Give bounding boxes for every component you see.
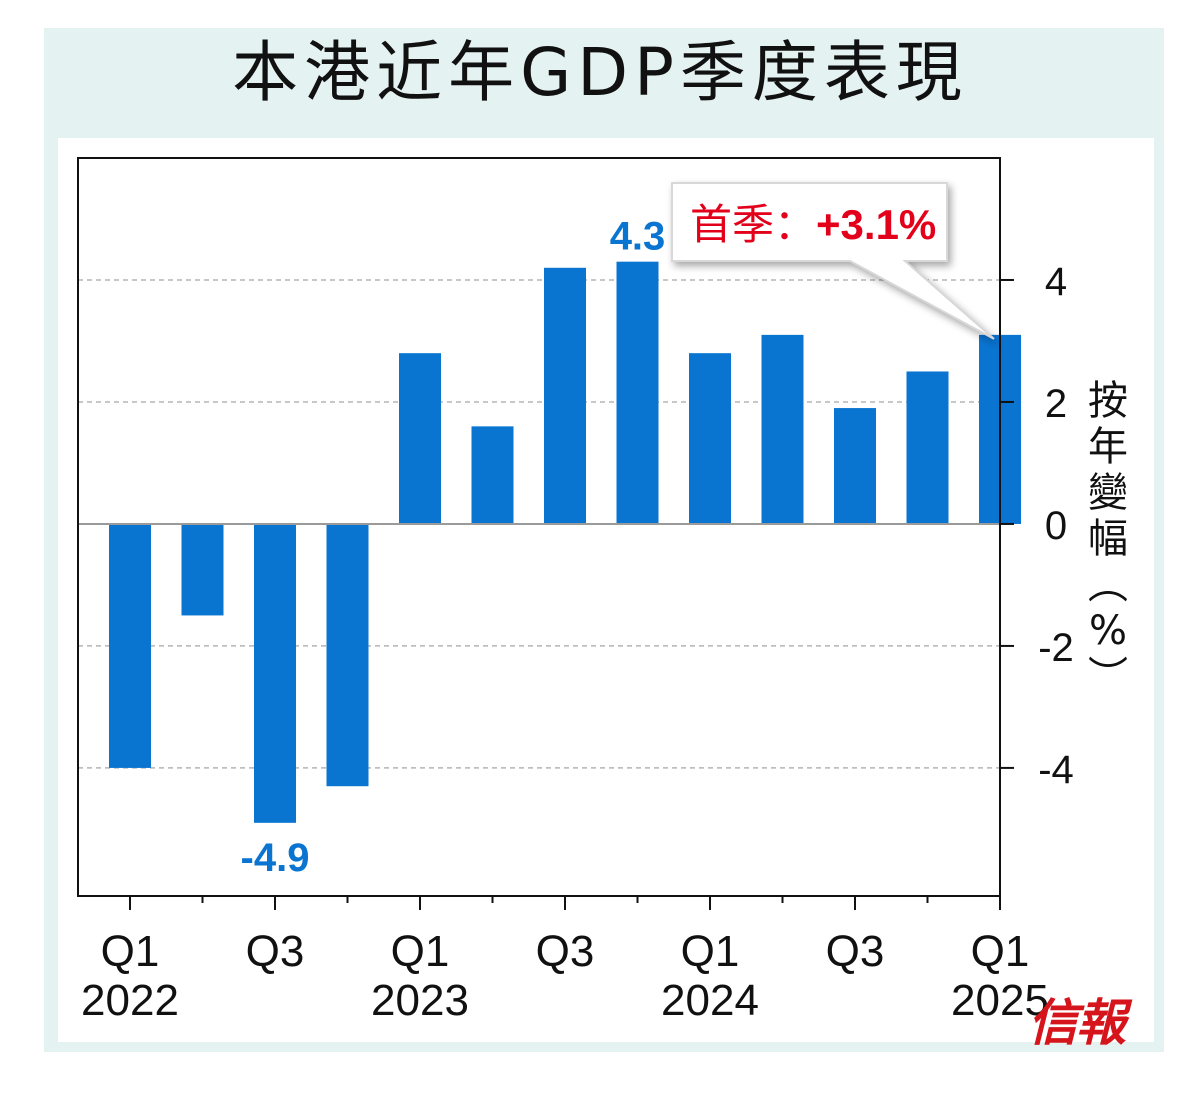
- x-tick-quarter: Q1: [971, 927, 1030, 976]
- callout-box: [671, 182, 995, 340]
- callout-value: +3.1%: [816, 201, 936, 248]
- x-tick-year: 2024: [661, 976, 759, 1025]
- x-tick-year: 2023: [371, 976, 469, 1025]
- y-axis-title-char: ︶: [1088, 654, 1128, 700]
- bar: [254, 523, 296, 823]
- x-tick-year: 2025: [951, 976, 1049, 1025]
- plot-border: [77, 157, 1001, 897]
- bar: [181, 523, 224, 616]
- y-tick-label: -2: [1038, 626, 1074, 670]
- bar: [544, 267, 586, 524]
- hkej-logo: 信報: [1028, 993, 1126, 1052]
- x-tick-quarter: Q1: [391, 927, 450, 976]
- y-tick-label: 0: [1045, 504, 1067, 548]
- callout-text: 首季：+3.1%: [690, 201, 936, 248]
- y-axis-title-char: ︵: [1088, 562, 1128, 608]
- x-tick-quarter: Q3: [826, 927, 885, 976]
- data-label: -4.9: [241, 836, 310, 880]
- bar: [399, 353, 441, 524]
- chart-title: 本港近年GDP季度表現: [232, 34, 968, 111]
- y-axis-title: 按年變幅 ︵% ︶: [1080, 378, 1136, 700]
- bar: [326, 523, 369, 787]
- x-tick-quarter: Q3: [536, 927, 595, 976]
- y-tick-label: 2: [1045, 382, 1067, 426]
- bar: [109, 523, 151, 768]
- x-tick-year: 2022: [81, 976, 179, 1025]
- x-tick-quarter: Q3: [246, 927, 305, 976]
- bar: [761, 334, 804, 524]
- y-tick-label: -4: [1038, 748, 1074, 792]
- plot-panel: [58, 138, 1154, 1042]
- y-axis-title-char: %: [1088, 608, 1127, 654]
- x-tick-quarter: Q1: [681, 927, 740, 976]
- data-label: 4.3: [610, 215, 666, 259]
- y-axis-title-char: 幅: [1088, 516, 1128, 562]
- bar: [616, 261, 659, 524]
- y-axis-title-char: 按: [1088, 378, 1128, 424]
- callout-prefix: 首季：: [690, 201, 816, 248]
- x-tick-quarter: Q1: [101, 927, 160, 976]
- y-tick-label: 4: [1045, 260, 1067, 304]
- bar: [906, 371, 949, 524]
- bar: [471, 426, 514, 524]
- y-axis-title-char: 變: [1088, 470, 1128, 516]
- y-axis-title-char: 年: [1088, 424, 1128, 470]
- bar: [689, 353, 731, 524]
- bar: [834, 408, 876, 524]
